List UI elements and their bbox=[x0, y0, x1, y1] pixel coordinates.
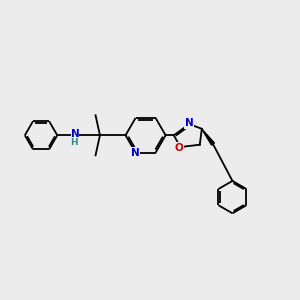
Text: N: N bbox=[70, 129, 79, 139]
Text: N: N bbox=[185, 118, 194, 128]
Text: H: H bbox=[70, 138, 78, 147]
Text: N: N bbox=[131, 148, 140, 158]
Polygon shape bbox=[202, 129, 214, 145]
Text: O: O bbox=[175, 142, 184, 153]
